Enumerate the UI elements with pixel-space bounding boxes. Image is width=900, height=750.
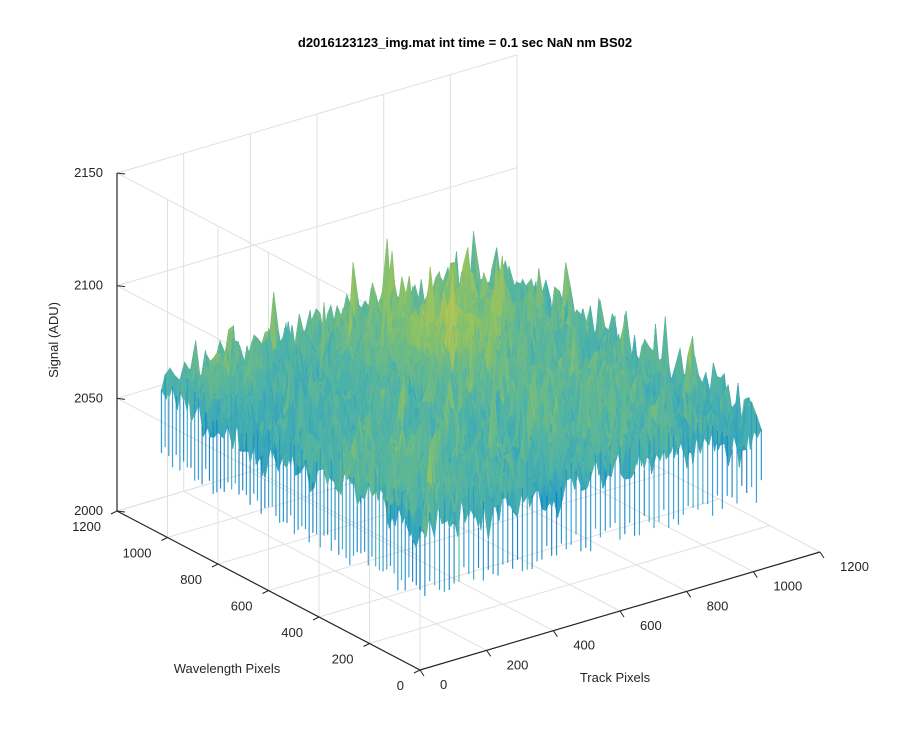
signal-surface — [160, 231, 762, 596]
gridline — [116, 54, 518, 174]
gridline — [318, 498, 720, 618]
gridline — [116, 167, 518, 287]
gridline — [369, 525, 770, 644]
